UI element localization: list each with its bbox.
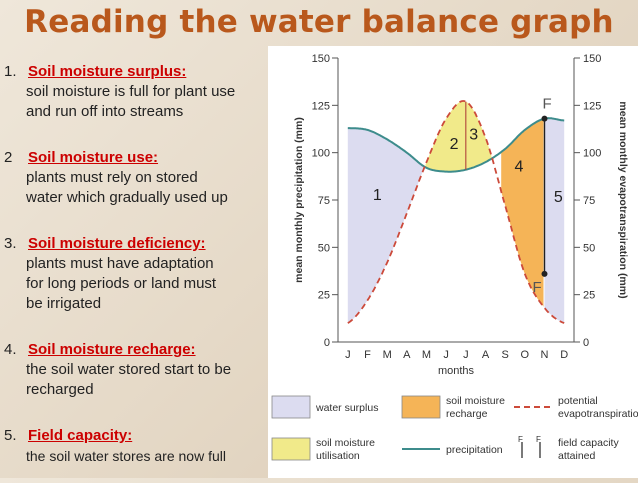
y-tick-label-right: 150 (583, 53, 601, 65)
x-axis-label: months (438, 365, 475, 377)
x-tick-label: A (482, 349, 490, 361)
note-heading: Soil moisture use: (28, 149, 159, 166)
series-line-evapotranspiration (347, 100, 565, 324)
y-tick-label-right: 25 (583, 290, 595, 302)
note-body: plants must have adaptation for long per… (26, 255, 217, 312)
note-body: soil moisture is full for plant use and … (26, 83, 236, 120)
x-tick-label: S (501, 349, 508, 361)
field-capacity-point-top (541, 115, 548, 122)
note-number: 3. (4, 235, 17, 252)
note-number: 2 (4, 149, 13, 166)
legend-label: precipitation (446, 444, 503, 456)
region-soil-moisture-recharge (501, 118, 544, 307)
region-soil-moisture-utilisation (425, 101, 492, 172)
legend-label: soil moisture utilisation (316, 437, 375, 462)
x-tick-label: O (521, 349, 530, 361)
field-capacity-point-bottom (541, 270, 548, 277)
region-label: 3 (469, 126, 478, 143)
y-tick-label-right: 75 (583, 195, 595, 207)
note-heading: Soil moisture deficiency: (28, 235, 206, 252)
y-tick-label-left: 0 (324, 337, 330, 349)
field-capacity-label-top: F (543, 96, 552, 113)
field-capacity-label-bottom: F (533, 279, 542, 296)
y-tick-label-left: 150 (312, 53, 330, 65)
legend-label: field capacity attained (558, 437, 619, 462)
page-title: Reading the water balance graph (24, 4, 614, 40)
y-axis-label-right: mean monthly evapotranspiration (mm) (617, 101, 629, 298)
note-number: 4. (4, 341, 17, 358)
y-axis-label-left: mean monthly precipitation (mm) (293, 117, 305, 283)
legend-label: soil moisture recharge (446, 395, 505, 420)
region-label: 4 (514, 159, 523, 176)
y-tick-label-left: 125 (312, 100, 330, 112)
note-number: 1. (4, 63, 17, 80)
note-heading: Soil moisture surplus: (28, 63, 187, 80)
legend-fc-mark: F (536, 435, 541, 444)
x-tick-label: M (422, 349, 431, 361)
x-tick-label: J (443, 349, 449, 361)
legend-swatch (271, 395, 311, 419)
chart-panel: 0 0 25 25 50 50 75 75 100 100 125 125 150 150 J F M A M J J A… (268, 46, 638, 478)
legend-label: water surplus (315, 402, 378, 414)
region-label: 2 (450, 136, 459, 153)
x-tick-label: F (364, 349, 371, 361)
legend-swatch (401, 395, 441, 419)
y-tick-label-left: 25 (318, 290, 330, 302)
y-tick-label-right: 0 (583, 337, 589, 349)
note-body: the soil water stored start to be rechar… (26, 361, 232, 398)
region-water-surplus (544, 118, 565, 324)
region-label: 5 (554, 189, 563, 206)
y-tick-label-left: 75 (318, 195, 330, 207)
note-body: the soil water stores are now full (26, 448, 226, 464)
y-tick-label-left: 100 (312, 148, 330, 160)
series-line-precipitation (347, 117, 565, 173)
legend-fc-mark: F (518, 435, 523, 444)
region-water-surplus (347, 128, 425, 324)
note-heading: Soil moisture recharge: (28, 341, 196, 358)
note-number: 5. (4, 427, 17, 444)
note-body: plants must rely on stored water which g… (26, 169, 228, 206)
y-tick-label-right: 125 (583, 100, 601, 112)
y-tick-label-right: 100 (583, 148, 601, 160)
legend-label: potential evapotranspiration (558, 395, 638, 420)
legend-swatch (271, 437, 311, 461)
x-tick-label: N (541, 349, 549, 361)
region-label: 1 (373, 187, 382, 204)
x-tick-label: D (560, 349, 568, 361)
x-tick-label: A (403, 349, 411, 361)
x-tick-label: J (463, 349, 469, 361)
x-tick-label: M (383, 349, 392, 361)
x-tick-label: J (345, 349, 351, 361)
y-tick-label-right: 50 (583, 242, 595, 254)
note-heading: Field capacity: (28, 427, 133, 444)
y-tick-label-left: 50 (318, 242, 330, 254)
